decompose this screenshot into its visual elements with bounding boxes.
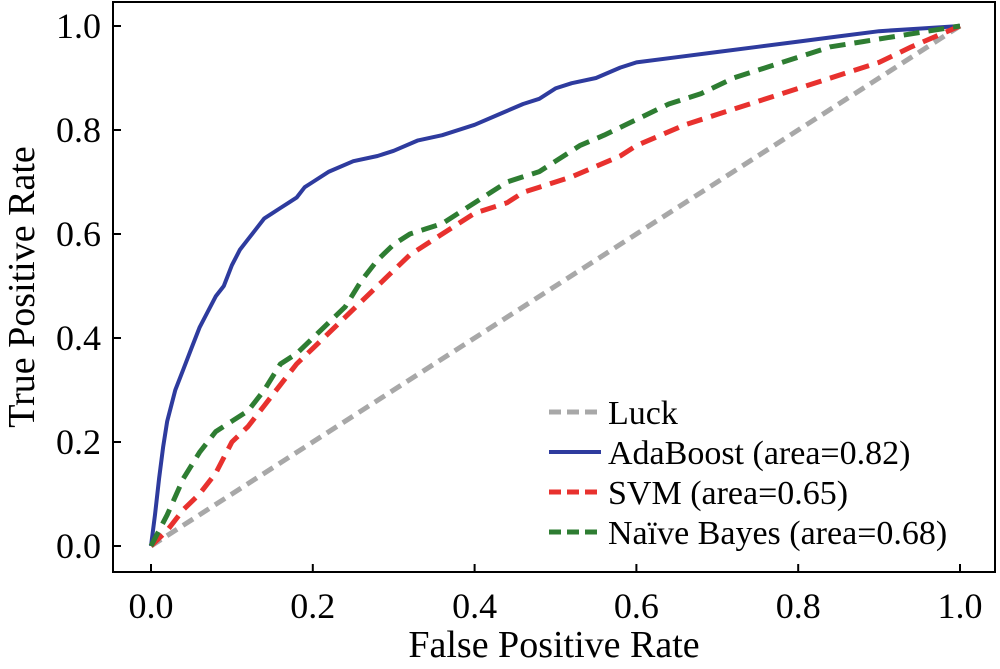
series-line-adaboost-area-0-82 <box>149 24 961 547</box>
y-tick-label: 1.0 <box>56 6 101 46</box>
x-tick-label: 0.2 <box>290 586 335 626</box>
x-tick-label: 0.6 <box>614 586 659 626</box>
legend-label: Naïve Bayes (area=0.68) <box>608 515 947 552</box>
y-axis-label: True Positive Rate <box>1 146 43 428</box>
legend-label: Luck <box>608 395 678 432</box>
plot-frame <box>112 1 996 573</box>
x-tick-label: 1.0 <box>938 586 983 626</box>
x-tick-label: 0.0 <box>129 586 174 626</box>
y-tick-label: 0.2 <box>56 422 101 462</box>
legend-box <box>542 393 994 563</box>
series-lines <box>148 23 962 549</box>
series-line-svm-area-0-65 <box>149 23 961 548</box>
y-tick-label: 0.6 <box>56 214 101 254</box>
axis-ticks: 0.0 0.2 0.4 0.6 0.8 1.0 0.0 0.2 0.4 0.6 0.8 1.0 <box>56 6 983 626</box>
legend-label: AdaBoost (area=0.82) <box>608 435 910 472</box>
series-line-luck <box>149 23 962 549</box>
legend-label: SVM (area=0.65) <box>608 475 848 512</box>
y-tick-label: 0.8 <box>56 110 101 150</box>
x-axis-label: False Positive Rate <box>408 624 699 666</box>
y-tick-label: 0.4 <box>56 318 101 358</box>
y-tick-label: 0.0 <box>56 526 101 566</box>
series-line-na-ve-bayes-area-0-68 <box>148 23 961 548</box>
x-tick-label: 0.4 <box>452 586 497 626</box>
x-tick-label: 0.8 <box>776 586 821 626</box>
